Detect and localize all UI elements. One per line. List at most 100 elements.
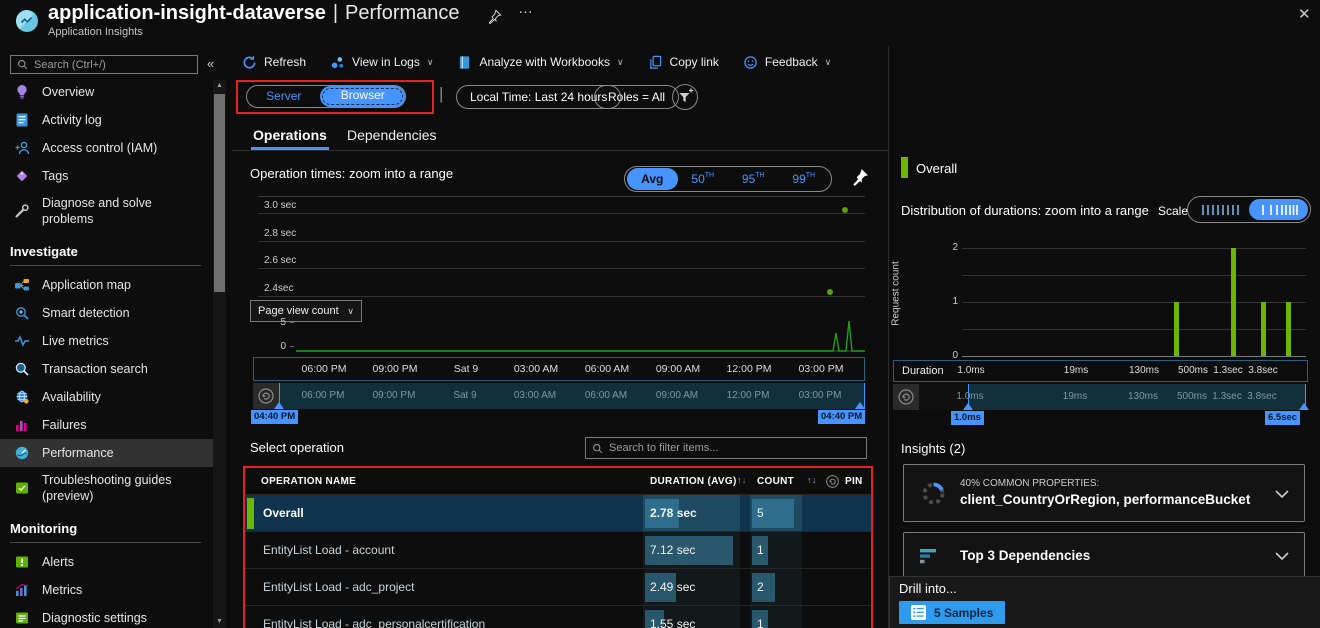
sidebar-item-access-control-iam[interactable]: Access control (IAM) — [0, 134, 213, 162]
operations-table: OPERATION NAME DURATION (AVG) ↑↓ COUNT ↑↓ PIN… — [245, 468, 871, 628]
sidebar-item-troubleshooting-guides-preview[interactable]: Troubleshooting guides (preview) — [0, 467, 213, 509]
toolbar-view-in-logs[interactable]: View in Logs ∨ — [330, 55, 433, 70]
table-row-entitylist-load-account[interactable]: EntityList Load - account 7.12 sec 1 — [245, 531, 871, 568]
sort-up-icon[interactable]: ↑ — [807, 475, 812, 485]
toolbar-feedback[interactable]: Feedback ∨ — [743, 55, 831, 70]
sort-up-icon[interactable]: ↑ — [737, 475, 742, 485]
scale-log-option[interactable] — [1249, 199, 1308, 220]
close-icon[interactable]: ✕ — [1298, 6, 1311, 23]
column-header-pin[interactable]: PIN — [845, 476, 863, 487]
browser-toggle-option[interactable]: Browser — [320, 86, 405, 107]
scroll-up-icon[interactable]: ▲ — [216, 82, 223, 89]
table-row-entitylist-load-adc-personalcertification[interactable]: EntityList Load - adc_personalcertificat… — [245, 605, 871, 628]
sidebar-collapse-button[interactable]: « — [207, 56, 215, 71]
sidebar-item-activity-log[interactable]: Activity log — [0, 106, 213, 134]
sidebar-item-diagnostic-settings[interactable]: Diagnostic settings — [0, 604, 213, 628]
pin-blade-icon[interactable] — [487, 9, 502, 25]
sidebar-item-transaction-search[interactable]: Transaction search — [0, 355, 213, 383]
duration-cell: 2.78 sec — [650, 506, 697, 520]
toolbar-refresh[interactable]: Refresh — [242, 55, 306, 70]
percentile-99th[interactable]: 99 TH — [779, 168, 830, 190]
reset-pin-icon[interactable] — [825, 474, 840, 489]
roles-filter[interactable]: Roles = All — [594, 85, 680, 109]
percentile-95th[interactable]: 95 TH — [728, 168, 779, 190]
sidebar-scrollbar-thumb[interactable] — [214, 94, 225, 292]
scale-linear-option[interactable] — [1190, 202, 1249, 218]
sidebar-item-diagnose-and-solve-problems[interactable]: Diagnose and solve problems — [0, 190, 213, 232]
sidebar-item-label: Live metrics — [42, 334, 109, 348]
axis-tick-label: 500ms — [1177, 365, 1209, 376]
percentile-label: 95 — [741, 172, 756, 186]
sidebar-item-availability[interactable]: Availability — [0, 383, 213, 411]
sidebar-item-live-metrics[interactable]: Live metrics — [0, 327, 213, 355]
column-header-count[interactable]: COUNT — [757, 476, 795, 487]
brush-handle-left[interactable] — [963, 403, 973, 410]
chevron-down-icon[interactable] — [1272, 546, 1292, 566]
operation-times-chart[interactable]: 3.0 sec 2.8 sec 2.6 sec 2.4sec — [258, 196, 865, 300]
scroll-down-icon[interactable]: ▼ — [216, 618, 223, 625]
gridline — [258, 196, 865, 197]
sidebar-item-application-map[interactable]: Application map — [0, 271, 213, 299]
table-row-entitylist-load-adc-project[interactable]: EntityList Load - adc_project 2.49 sec 2 — [245, 568, 871, 605]
tab-operations[interactable]: Operations — [251, 127, 329, 150]
scale-toggle — [1187, 196, 1311, 223]
filter-items-search-input[interactable]: Search to filter items... — [585, 437, 867, 459]
axis-tick-label: Sat 9 — [453, 363, 479, 375]
sidebar-item-tags[interactable]: Tags — [0, 162, 213, 190]
chevron-down-icon[interactable] — [1272, 484, 1292, 504]
brush-handle-right[interactable] — [1299, 403, 1309, 410]
server-toggle-option[interactable]: Server — [266, 89, 302, 103]
brush-selection[interactable] — [279, 383, 865, 409]
insight-card-top-dependencies[interactable]: Top 3 Dependencies — [903, 532, 1305, 578]
toolbar-analyze-with-workbooks[interactable]: Analyze with Workbooks ∨ — [457, 55, 624, 70]
brush-selection[interactable] — [968, 384, 1306, 410]
table-row-overall[interactable]: Overall 2.78 sec 5 — [245, 494, 871, 532]
duration-bar — [645, 573, 676, 602]
metric-dropdown[interactable]: Page view count ∨ — [250, 300, 362, 322]
sidebar-item-smart-detection[interactable]: Smart detection — [0, 299, 213, 327]
time-range-filter[interactable]: Local Time: Last 24 hours — [456, 85, 622, 109]
sort-icons[interactable]: ↑↓ — [737, 475, 747, 485]
samples-button[interactable]: 5 Samples — [899, 601, 1006, 624]
y-axis-label: 2.8 sec — [264, 227, 297, 239]
availability-icon — [14, 389, 30, 405]
brush-handle-left[interactable] — [274, 402, 284, 409]
column-header-operation-name[interactable]: OPERATION NAME — [261, 476, 357, 487]
sidebar-item-overview[interactable]: Overview — [0, 78, 213, 106]
column-header-duration[interactable]: DURATION (AVG) — [650, 476, 737, 487]
toolbar-label: Analyze with Workbooks — [479, 55, 610, 69]
pin-chart-icon[interactable] — [851, 168, 869, 186]
line-series — [296, 318, 865, 354]
sort-down-icon[interactable]: ↓ — [741, 475, 747, 485]
sidebar-item-failures[interactable]: Failures — [0, 411, 213, 439]
brush-handle-right[interactable] — [855, 402, 865, 409]
reset-zoom-button[interactable] — [893, 384, 919, 410]
sort-down-icon[interactable]: ↓ — [811, 475, 817, 485]
time-range-filter-label: Local Time: Last 24 hours — [470, 90, 608, 104]
toolbar-copy-link[interactable]: Copy link — [648, 55, 719, 70]
duration-brush[interactable]: 1.0ms 19ms 130ms 500ms 1.3sec 3.8sec 1.0ms 6.5s… — [893, 384, 1309, 425]
sidebar-item-performance[interactable]: Performance — [0, 439, 213, 467]
sidebar-group-heading: Investigate — [10, 244, 78, 259]
more-icon[interactable]: … — [518, 0, 534, 17]
workbooks-icon — [457, 55, 472, 70]
sidebar-scrollbar[interactable]: ▲ ▼ — [213, 80, 226, 628]
sidebar-search-input[interactable]: Search (Ctrl+/) — [10, 55, 198, 74]
histogram-bar — [1174, 302, 1179, 356]
time-brush[interactable]: 06:00 PM 09:00 PM Sat 9 03:00 AM 06:00 AM 09:… — [251, 383, 866, 424]
lightbulb-icon — [14, 84, 30, 100]
percentile-sup: TH — [704, 172, 715, 179]
sidebar-item-metrics[interactable]: Metrics — [0, 576, 213, 604]
sidebar-item-alerts[interactable]: Alerts — [0, 548, 213, 576]
sort-icons[interactable]: ↑↓ — [807, 475, 817, 485]
percentile-50th[interactable]: 50 TH — [678, 168, 729, 190]
tab-dependencies[interactable]: Dependencies — [347, 127, 437, 143]
duration-histogram[interactable]: 2 1 0 — [952, 240, 1306, 361]
troubleshooting-icon — [14, 480, 30, 496]
insight-card-common-properties[interactable]: 40% COMMON PROPERTIES: client_CountryOrR… — [903, 464, 1305, 522]
percentile-avg[interactable]: Avg — [627, 168, 678, 190]
duration-cell: 2.49 sec — [650, 580, 696, 594]
y-axis-label: 3.0 sec — [264, 200, 297, 211]
add-filter-icon[interactable] — [672, 84, 698, 110]
